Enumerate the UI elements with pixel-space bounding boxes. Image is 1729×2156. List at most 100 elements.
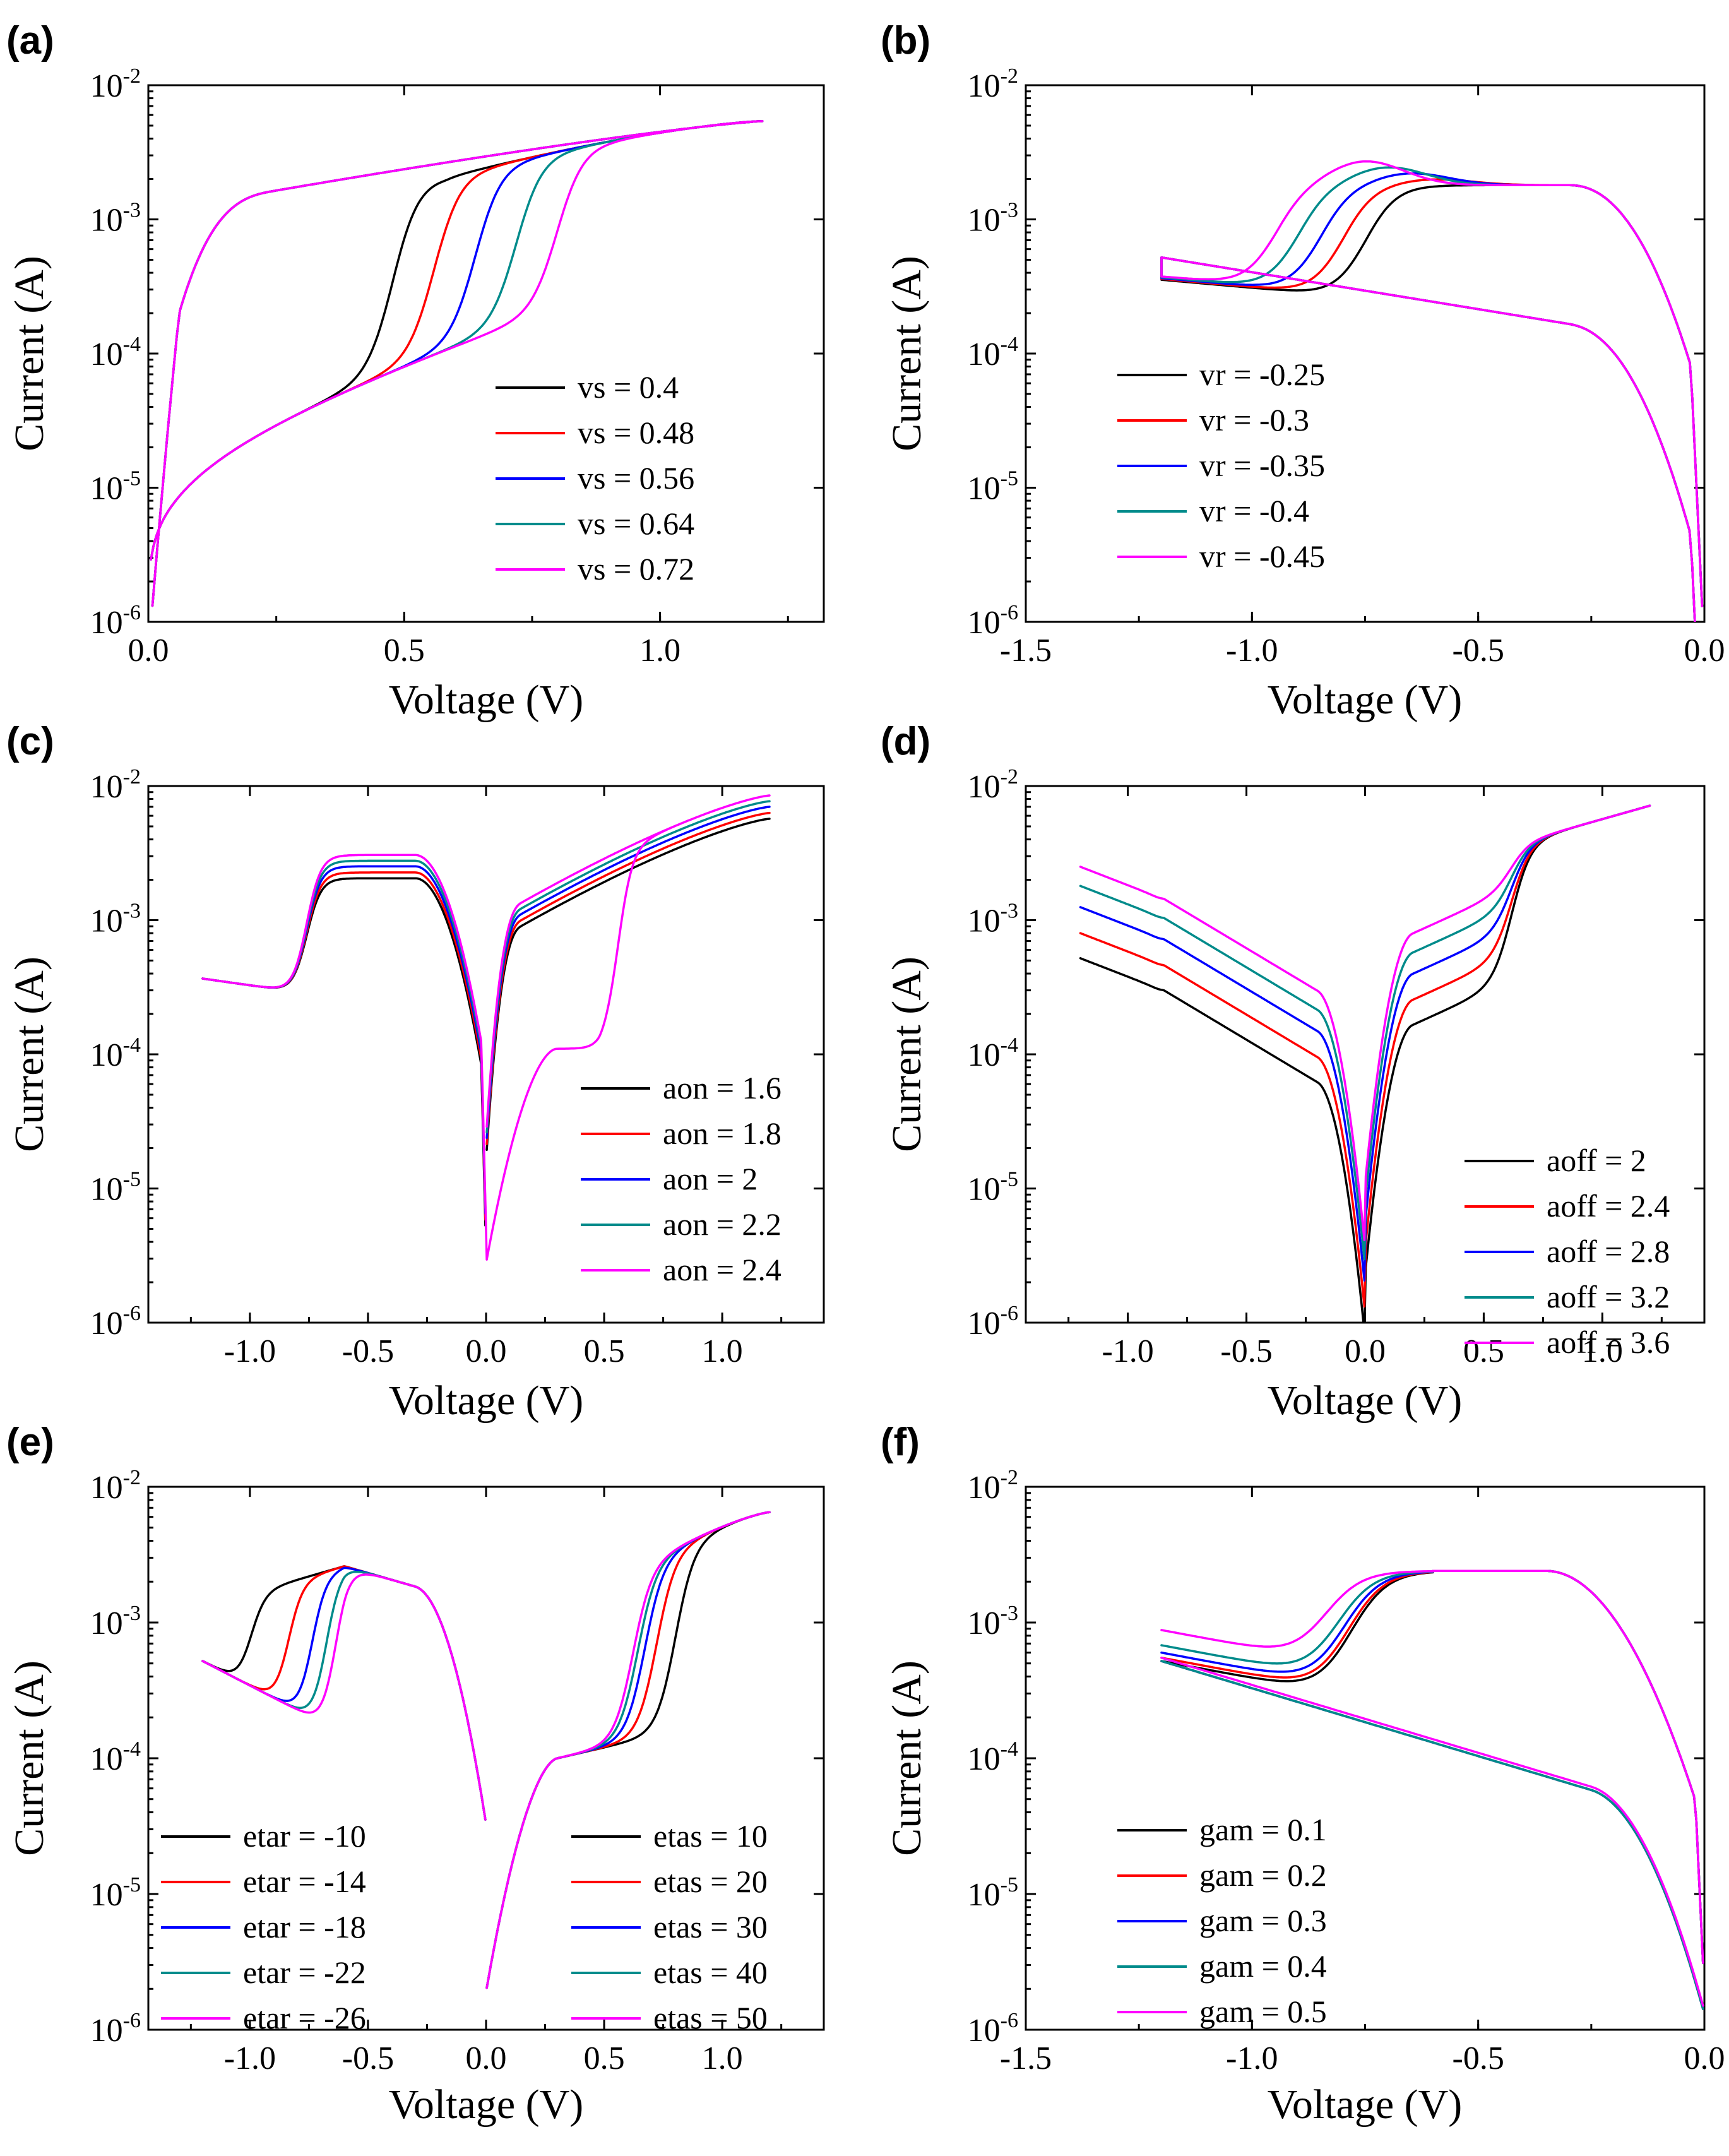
y-tick-label: 10-3 [968,900,1018,939]
series-line-etar-22 [201,1570,487,1821]
legend-label: etas = 30 [653,1909,768,1945]
panel-letter: (a) [6,19,54,63]
series-line-vr-0-45 [1160,160,1704,622]
panel-letter: (e) [6,1420,54,1464]
y-tick-label: 10-2 [90,64,141,104]
y-axis-label: Current (A) [884,956,930,1152]
legend-label: etar = -26 [243,2000,366,2035]
legend-label: aon = 2 [663,1161,758,1196]
legend-label: etar = -18 [243,1909,366,1945]
series-line-gam-0-4 [1160,1569,1704,2010]
y-axis-label: Current (A) [884,1660,930,1856]
x-tick-label: -0.5 [1453,2040,1504,2076]
y-tick-label: 10-4 [90,1033,141,1073]
x-tick-label: 0.5 [384,633,425,669]
y-tick-label: 10-5 [968,467,1018,507]
y-tick-label: 10-5 [90,467,141,507]
y-tick-label: 10-6 [968,1302,1018,1342]
x-tick-label: -1.0 [1226,633,1278,669]
x-axis-label: Voltage (V) [1268,2082,1463,2128]
legend-label: aoff = 3.6 [1547,1325,1670,1360]
legend-label: gam = 0.5 [1199,1994,1327,2029]
legend-label: vs = 0.72 [578,551,694,587]
panel-2: (b) -1.5 -1.0 -0.5 0.0 10-6 10-5 10-4 10-3 10-2 Vo… [881,19,1725,723]
y-tick-label: 10-3 [90,199,141,239]
panel-letter: (d) [881,720,930,763]
y-tick-label: 10-6 [90,601,141,641]
x-tick-label: 0.0 [1684,2040,1725,2076]
panel-4: (d) -1.0 -0.5 0.0 0.5 1.0 10-6 10-5 10-4 10-3 10-2… [881,720,1706,1424]
legend-label: aon = 1.8 [663,1116,781,1151]
legend-label: vr = -0.25 [1199,357,1325,392]
y-tick-label: 10-3 [90,1602,141,1641]
x-tick-label: -1.0 [224,1333,276,1369]
series-group [201,794,771,1261]
legend-label: vs = 0.4 [578,369,679,405]
y-tick-label: 10-2 [968,64,1018,104]
panel-5: (e) -1.0 -0.5 0.0 0.5 1.0 10-6 10-5 10-4 10-3 10-2… [6,1420,825,2128]
plot-frame [147,1486,825,2031]
series-group [1160,1569,1704,2010]
x-tick-label: 0.5 [1463,1333,1504,1369]
y-axis-label: Current (A) [6,1660,52,1856]
panel-letter: (f) [881,1420,920,1464]
x-tick-label: -0.5 [1453,633,1504,669]
x-tick-label: -0.5 [1220,1333,1272,1369]
legend-label: aoff = 2.4 [1547,1188,1670,1224]
panel-letter: (c) [6,720,54,763]
y-tick-label: 10-6 [968,2009,1018,2049]
series-group [1160,160,1704,622]
x-tick-label: 0.0 [466,1333,507,1369]
plot-frame [1025,1486,1706,2031]
x-tick-label: -1.0 [1102,1333,1153,1369]
series-line-gam-0-1 [1160,1569,1704,2010]
legend-label: vs = 0.48 [578,415,694,450]
y-tick-label: 10-3 [90,900,141,939]
y-tick-label: 10-4 [968,1033,1018,1073]
plot-frame [147,84,825,623]
legend-label: gam = 0.1 [1199,1812,1327,1847]
series-line-aon-2-4 [201,794,771,1261]
x-axis-label: Voltage (V) [389,1378,584,1424]
series-group [1079,804,1651,1323]
legend-label: gam = 0.3 [1199,1903,1327,1938]
series-line-gam-0-2 [1160,1569,1704,2010]
y-axis-label: Current (A) [884,256,930,451]
legend-label: vr = -0.35 [1199,448,1325,483]
x-tick-label: 1.0 [1582,1333,1623,1369]
x-tick-label: 0.5 [584,1333,625,1369]
plot-frame [1025,84,1706,623]
legend-label: vr = -0.4 [1199,493,1309,528]
x-tick-label: 0.0 [1345,1333,1386,1369]
legend-label: etas = 10 [653,1818,768,1854]
x-tick-label: 1.0 [702,2040,743,2076]
series-group [201,1511,771,1989]
series-line-etar-26 [201,1573,487,1821]
x-tick-label: 1.0 [639,633,680,669]
y-tick-label: 10-2 [968,1466,1018,1506]
legend-label: vr = -0.45 [1199,539,1325,574]
x-tick-label: 0.0 [466,2040,507,2076]
y-tick-label: 10-6 [90,2009,141,2049]
legend-label: vs = 0.64 [578,506,694,541]
y-tick-label: 10-6 [968,601,1018,641]
x-tick-label: 1.0 [702,1333,743,1369]
y-tick-label: 10-3 [968,199,1018,239]
y-tick-label: 10-5 [90,1873,141,1913]
y-tick-label: 10-5 [968,1168,1018,1208]
y-tick-label: 10-5 [90,1168,141,1208]
legend-label: etas = 20 [653,1864,768,1899]
x-tick-label: 0.5 [584,2040,625,2076]
legend-label: etas = 40 [653,1955,768,1990]
series-line-aon-1-8 [201,811,771,1221]
y-axis-label: Current (A) [6,956,52,1152]
legend-label: etar = -10 [243,1818,366,1854]
y-tick-label: 10-2 [90,1466,141,1506]
y-tick-label: 10-5 [968,1873,1018,1913]
x-axis-label: Voltage (V) [389,677,584,723]
y-tick-label: 10-4 [968,1737,1018,1777]
panel-6: (f) -1.5 -1.0 -0.5 0.0 10-6 10-5 10-4 10-3 10-2 Vo… [881,1420,1725,2128]
x-tick-label: -1.5 [1000,2040,1052,2076]
legend-label: vs = 0.56 [578,460,694,496]
legend-label: aon = 2.2 [663,1206,781,1242]
